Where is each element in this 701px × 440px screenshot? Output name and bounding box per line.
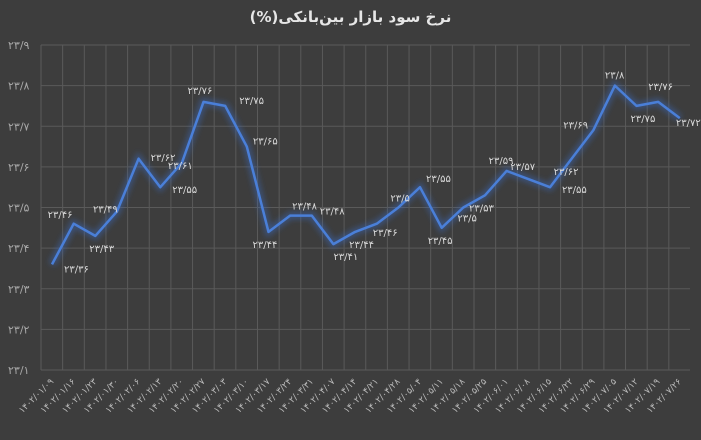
data-label: ۲۳/۴۱ [333, 252, 358, 263]
data-label: ۲۳/۴۹ [93, 205, 118, 216]
data-label: ۲۳/۴۳ [89, 244, 114, 255]
y-tick-label: ۲۳/۲ [8, 323, 30, 336]
data-labels: ۲۳/۳۶ ۲۳/۴۶ ۲۳/۴۳ ۲۳/۴۹ ۲۳/۶۲ ۲۳/۵۵ ۲۳/۶۱ ۲۳/۷۶… [48, 71, 701, 276]
grid-lines [40, 44, 690, 371]
data-series [48, 79, 682, 267]
data-label: ۲۳/۴۶ [48, 210, 73, 221]
data-label: ۲۳/۵۵ [426, 174, 451, 185]
y-tick-label: ۲۳/۶ [8, 161, 29, 174]
y-tick-label: ۲۳/۳ [8, 283, 30, 296]
data-label: ۲۳/۴۸ [292, 202, 317, 213]
data-label: ۲۳/۵۳ [469, 203, 494, 214]
data-label: ۲۳/۳۶ [64, 264, 89, 275]
data-label: ۲۳/۶۵ [253, 137, 278, 148]
data-label: ۲۳/۵۷ [510, 162, 535, 173]
y-tick-label: ۲۳/۷ [8, 120, 30, 133]
data-label: ۲۳/۷۶ [648, 82, 673, 93]
y-tick-label: ۲۳/۱ [8, 364, 29, 377]
data-label: ۲۳/۴۵ [428, 236, 453, 247]
data-label: ۲۳/۷۵ [239, 96, 264, 107]
data-label: ۲۳/۴۸ [320, 207, 345, 218]
data-label: ۲۳/۴۴ [253, 240, 278, 251]
y-tick-label: ۲۳/۸ [8, 80, 30, 93]
y-axis: ۲۳/۹ ۲۳/۸ ۲۳/۷ ۲۳/۶ ۲۳/۵ ۲۳/۴ ۲۳/۳ ۲۳/۲ ۲۳/۱ [8, 39, 30, 377]
data-label: ۲۳/۵۵ [172, 185, 197, 196]
data-label: ۲۳/۵ [390, 194, 409, 205]
y-tick-label: ۲۳/۴ [8, 242, 30, 255]
x-axis: ۱۴۰۲/۰۱/۰۹۱۴۰۲/۰۱/۱۶۱۴۰۲/۰۱/۲۳۱۴۰۲/۰۱/۳۰… [17, 377, 684, 416]
data-label: ۲۳/۴۴ [349, 240, 374, 251]
data-label: ۲۳/۷۵ [631, 114, 656, 125]
data-label: ۲۳/۴۶ [373, 228, 398, 239]
data-label: ۲۳/۷۲ [676, 118, 701, 129]
data-label: ۲۳/۵ [457, 214, 476, 225]
y-tick-label: ۲۳/۵ [8, 202, 30, 215]
data-label: ۲۳/۶۲ [554, 167, 579, 178]
series-line [50, 84, 681, 265]
data-label: ۲۳/۸ [605, 71, 625, 82]
data-label: ۲۳/۵۹ [489, 156, 514, 167]
data-label: ۲۳/۶۲ [151, 153, 176, 164]
data-label: ۲۳/۵۵ [562, 185, 587, 196]
data-label: ۲۳/۷۶ [188, 86, 213, 97]
data-label: ۲۳/۶۱ [168, 161, 193, 172]
chart-title: نرخ سود بازار بین‌بانکی(%) [249, 8, 452, 26]
data-label: ۲۳/۶۹ [563, 120, 588, 131]
y-tick-label: ۲۳/۹ [8, 39, 30, 52]
